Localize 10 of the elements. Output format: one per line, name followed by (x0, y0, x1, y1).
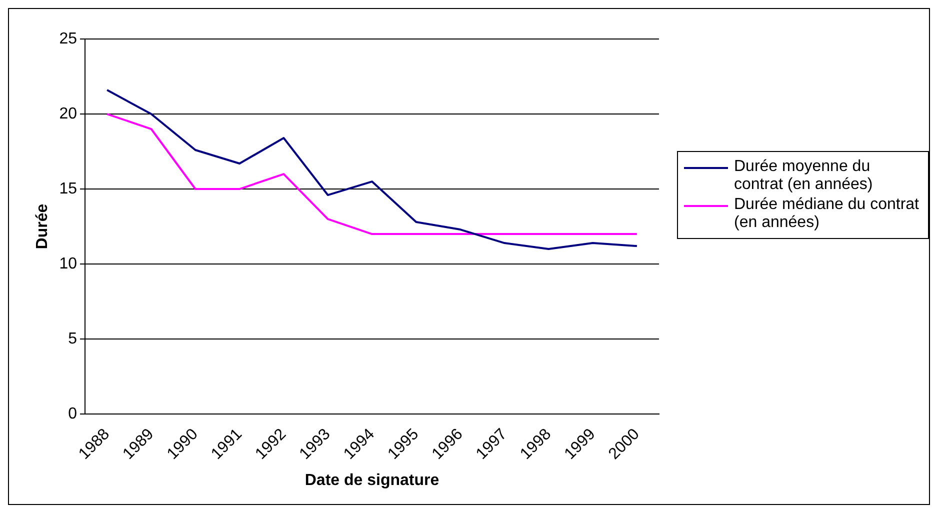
y-tick-label: 5 (68, 330, 78, 348)
y-tick-label: 0 (68, 405, 78, 422)
x-axis-title: Date de signature (304, 472, 440, 489)
y-tick-label: 20 (59, 105, 78, 122)
y-tick-label: 25 (59, 30, 78, 48)
legend-label: Durée médiane du contrat (en années) (734, 196, 920, 232)
y-tick-label: 10 (59, 255, 78, 272)
y-tick-label: 15 (59, 180, 78, 198)
legend-label: Durée moyenne du contrat (en années) (734, 158, 874, 194)
y-axis-title: Durée (34, 204, 52, 250)
